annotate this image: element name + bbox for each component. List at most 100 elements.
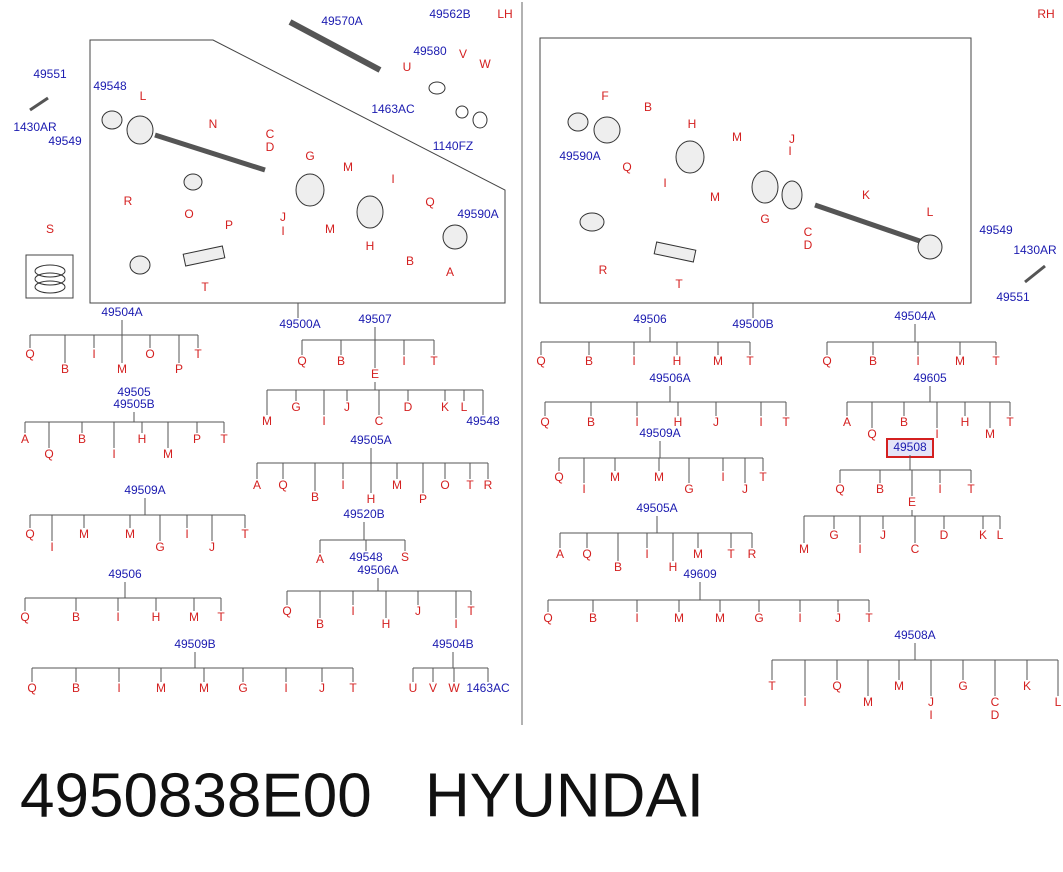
tree-node: I [938, 482, 941, 496]
callout-label: 49500B [732, 317, 773, 331]
tree-node: W [448, 681, 460, 695]
callout-label: J [280, 210, 286, 224]
callout-label: K [862, 188, 870, 202]
tree-node: I [759, 415, 762, 429]
tree-node: I [322, 414, 325, 428]
tree-node: O [440, 478, 449, 492]
tree-node: 49548 [466, 414, 500, 428]
tree-node: M [894, 679, 904, 693]
tree-node: R [748, 547, 757, 561]
tree-node: T [727, 547, 735, 561]
tree-root: 49505B [113, 397, 154, 411]
s-box [25, 254, 74, 299]
brand: HYUNDAI [425, 761, 704, 830]
tree-root: 49520B [343, 507, 384, 521]
callout-label: T [675, 277, 683, 291]
tree-node: T [992, 354, 1000, 368]
tree-node: P [419, 492, 427, 506]
tree-node: H [138, 432, 147, 446]
tree-node: I [92, 347, 95, 361]
tree-node: M [262, 414, 272, 428]
tree-node: V [429, 681, 437, 695]
callout-label: G [305, 149, 314, 163]
tree-node: Q [25, 527, 34, 541]
tree-node: D [404, 400, 413, 414]
callout-label: F [601, 89, 608, 103]
callout-label: RH [1037, 7, 1054, 21]
tree-node: I [935, 427, 938, 441]
callout-label: I [281, 224, 284, 238]
tree-node: Q [25, 347, 34, 361]
tree-node: I [645, 547, 648, 561]
tree-node: I [116, 610, 119, 624]
callout-label: G [760, 212, 769, 226]
part [442, 224, 468, 250]
tree-node: T [1006, 415, 1014, 429]
tree-node: B [869, 354, 877, 368]
callout-label: H [366, 239, 375, 253]
tree-node: Q [297, 354, 306, 368]
tree-node: A [556, 547, 564, 561]
tree-node: H [669, 560, 678, 574]
tree-node: B [311, 490, 319, 504]
tree-node: Q [554, 470, 563, 484]
tree-node: B [78, 432, 86, 446]
tree-node: G [958, 679, 967, 693]
tree-node: T [865, 611, 873, 625]
callout-label: H [688, 117, 697, 131]
callout-label: 1463AC [371, 102, 415, 116]
tree-root: 49504A [101, 305, 142, 319]
tree-root: 49506A [649, 371, 690, 385]
tree-node: J [319, 681, 325, 695]
callout-label: D [266, 140, 275, 154]
tree-node: M [693, 547, 703, 561]
tree-node: Q [822, 354, 831, 368]
tree-node: P [193, 432, 201, 446]
tree-root: 49504A [894, 309, 935, 323]
tree-node: I [582, 482, 585, 496]
tree-node: I [798, 611, 801, 625]
tree-node: G [754, 611, 763, 625]
tree-node: I [117, 681, 120, 695]
tree-root: 49605 [913, 371, 947, 385]
tree-node: S [401, 550, 409, 564]
part [183, 173, 203, 191]
callout-label: 49549 [48, 134, 82, 148]
callout-label: 49551 [996, 290, 1030, 304]
callout-label: W [479, 57, 491, 71]
tree-root: 49509B [174, 637, 215, 651]
tree-node: M [955, 354, 965, 368]
tree-node: L [461, 400, 468, 414]
callout-label: I [788, 144, 791, 158]
tree-node: T [768, 679, 776, 693]
tree-root: 49507 [358, 312, 392, 326]
tree-node: K [441, 400, 449, 414]
tree-root: 49508 [893, 440, 927, 454]
tree-node: A [21, 432, 29, 446]
callout-label: B [644, 100, 652, 114]
tree-node: G [238, 681, 247, 695]
tree-node: B [614, 560, 622, 574]
clamps [34, 81, 488, 294]
callout-label: D [804, 238, 813, 252]
tree-node: M [674, 611, 684, 625]
tree-node: L [1055, 695, 1062, 709]
tree-node: B [589, 611, 597, 625]
tree-node: M [715, 611, 725, 625]
callout-label: 1430AR [13, 120, 57, 134]
callout-label: L [140, 89, 147, 103]
callout-label: 49580 [413, 44, 447, 58]
tree-root: 49509A [639, 426, 680, 440]
tree-node: 1463AC [466, 681, 510, 695]
tree-node: T [217, 610, 225, 624]
tree-node: B [61, 362, 69, 376]
tree-node: T [349, 681, 357, 695]
callout-label: 49562B [429, 7, 470, 21]
tree-node: G [155, 540, 164, 554]
tree-node: A [843, 415, 851, 429]
tree-node: R [484, 478, 493, 492]
tree-node: A [316, 552, 324, 566]
rh-box [539, 37, 972, 304]
callout-label: I [663, 176, 666, 190]
